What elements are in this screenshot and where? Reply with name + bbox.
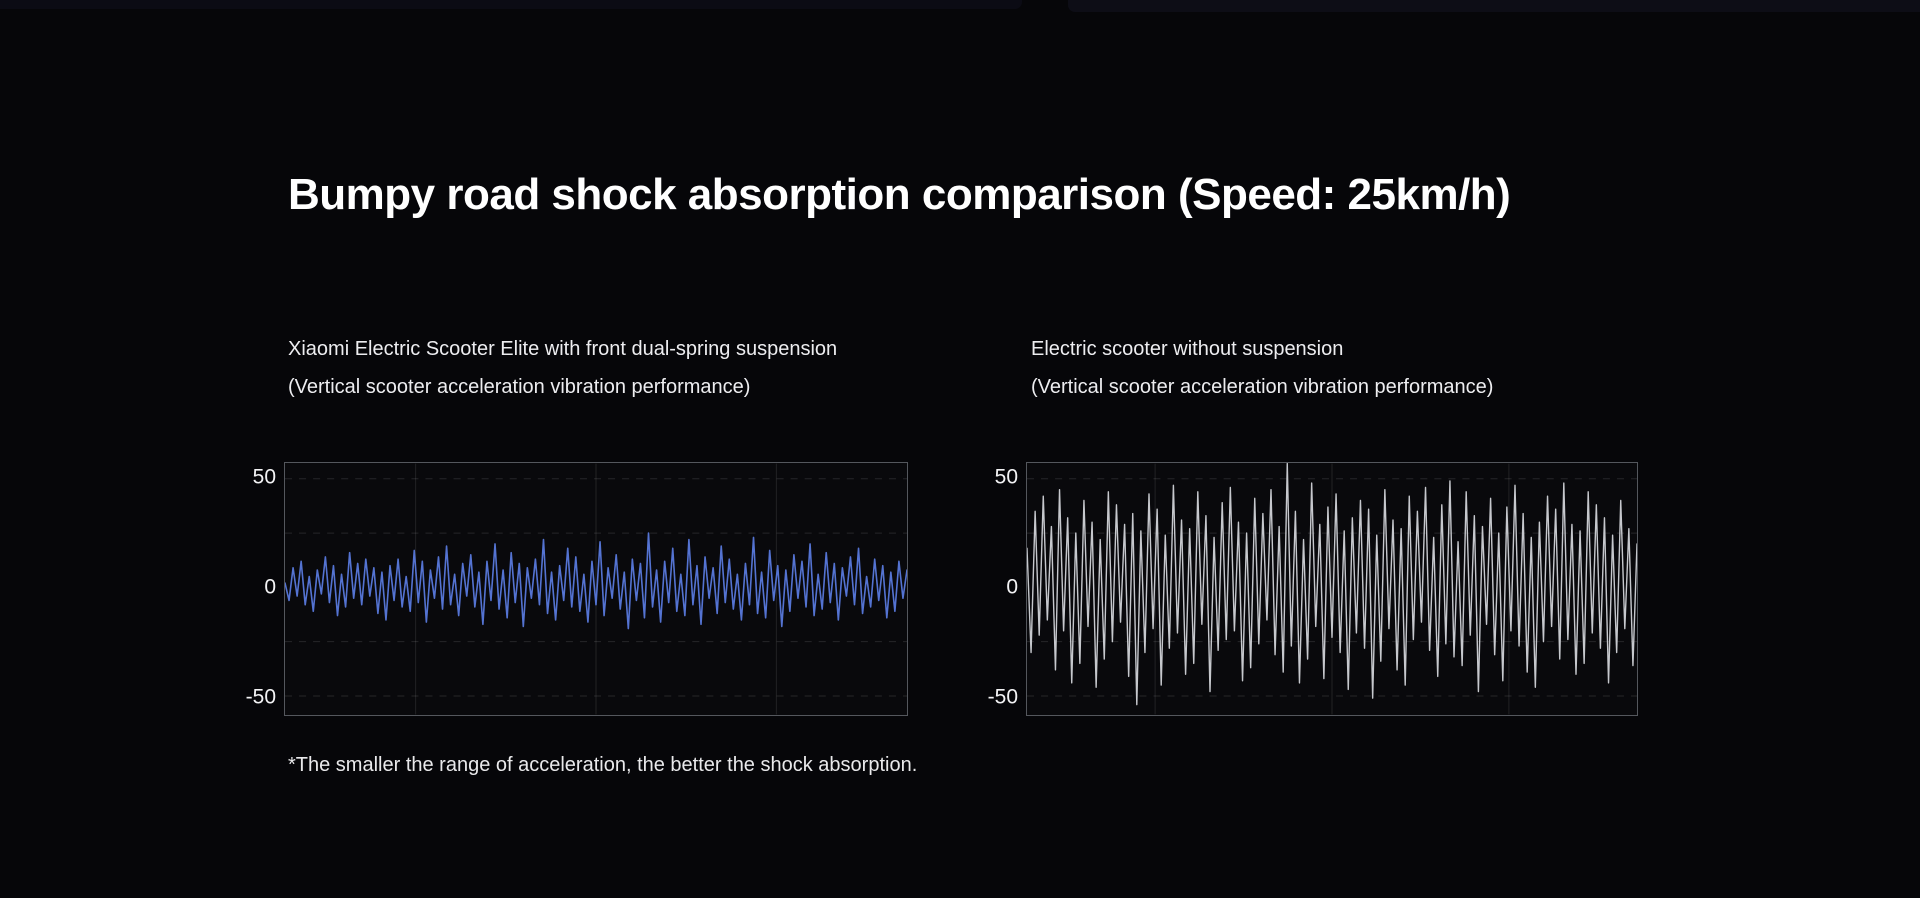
chart-with-suspension: 50 0 -50 (226, 462, 908, 716)
waveform-line (285, 532, 907, 630)
y-tick-label: 50 (994, 465, 1018, 489)
chart-without-suspension: 50 0 -50 (968, 462, 1638, 716)
top-strip-right (1068, 0, 1920, 12)
y-tick-label: 0 (264, 575, 276, 599)
chart-caption-left: Xiaomi Electric Scooter Elite with front… (288, 330, 837, 406)
waveform-canvas (1027, 463, 1637, 715)
y-tick-label: 50 (252, 465, 276, 489)
waveform-plot-with-suspension (284, 462, 908, 716)
y-tick-label: -50 (245, 685, 276, 709)
y-axis-right: 50 0 -50 (968, 462, 1018, 716)
chart-caption-right-line2: (Vertical scooter acceleration vibration… (1031, 376, 1494, 398)
chart-caption-right-line1: Electric scooter without suspension (1031, 338, 1344, 360)
y-tick-label: 0 (1006, 575, 1018, 599)
waveform-canvas (285, 463, 907, 715)
waveform-plot-without-suspension (1026, 462, 1638, 716)
chart-caption-left-line2: (Vertical scooter acceleration vibration… (288, 376, 751, 398)
y-tick-label: -50 (987, 685, 1018, 709)
footnote: *The smaller the range of acceleration, … (288, 754, 918, 776)
top-strip-left (0, 0, 1022, 9)
waveform-line (1027, 463, 1637, 706)
y-axis-left: 50 0 -50 (226, 462, 276, 716)
chart-caption-right: Electric scooter without suspension (Ver… (1031, 330, 1493, 406)
chart-caption-left-line1: Xiaomi Electric Scooter Elite with front… (288, 338, 838, 360)
page-title: Bumpy road shock absorption comparison (… (288, 170, 1511, 220)
